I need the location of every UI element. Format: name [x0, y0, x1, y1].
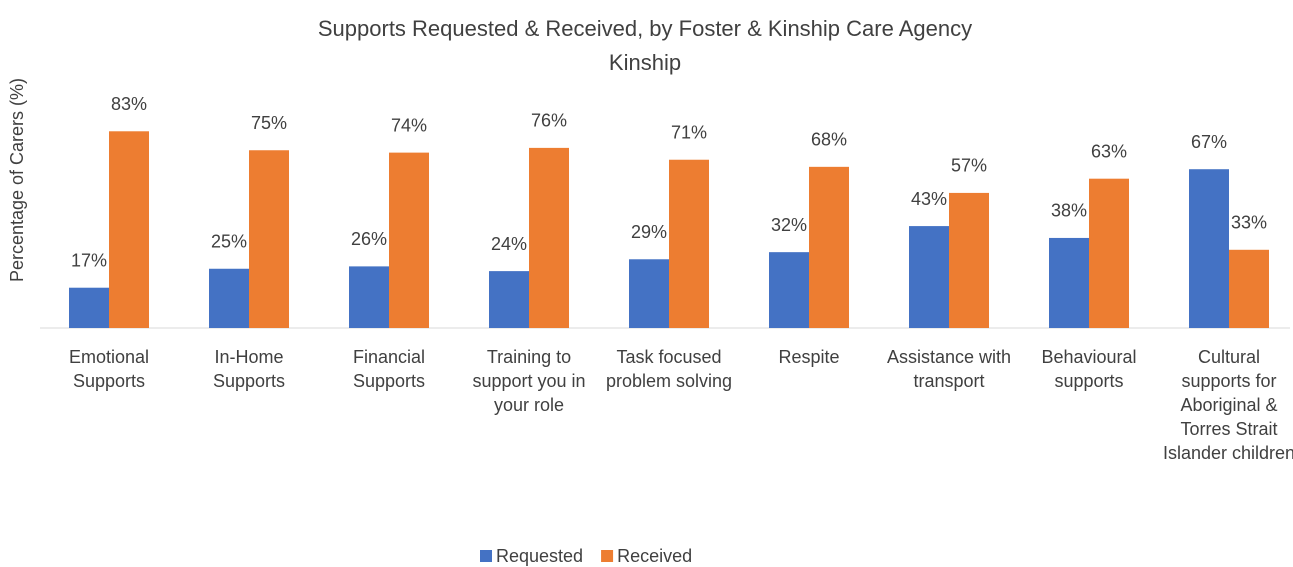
bar: [209, 268, 249, 328]
bar: [1089, 178, 1129, 328]
data-label: 29%: [631, 222, 667, 242]
x-tick-label: Cultural supports for Aboriginal & Torre…: [1162, 347, 1293, 463]
bar: [1229, 249, 1269, 328]
legend-swatch: [601, 550, 614, 562]
bar: [529, 147, 569, 328]
x-tick-label: Task focused problem solving: [605, 347, 733, 391]
x-tick-label: Assistance with transport: [886, 347, 1012, 391]
bar: [669, 159, 709, 328]
bar: [629, 259, 669, 328]
x-tick-label: Emotional Supports: [68, 347, 150, 391]
bar: [949, 192, 989, 328]
bar: [69, 287, 109, 328]
legend-label: Received: [617, 546, 692, 566]
bar: [809, 166, 849, 328]
chart-subtitle: Kinship: [609, 50, 681, 75]
bar: [769, 252, 809, 328]
bar: [249, 150, 289, 328]
data-label: 25%: [211, 232, 247, 252]
data-label: 26%: [351, 229, 387, 249]
bar: [109, 131, 149, 328]
data-label: 38%: [1051, 201, 1087, 221]
data-label: 67%: [1191, 132, 1227, 152]
legend-label: Requested: [496, 546, 583, 566]
legend-swatch: [480, 550, 492, 562]
data-label: 63%: [1091, 141, 1127, 161]
chart-title: Supports Requested & Received, by Foster…: [318, 16, 972, 41]
data-label: 75%: [251, 113, 287, 133]
data-label: 33%: [1231, 213, 1267, 233]
data-label: 57%: [951, 156, 987, 176]
x-tick-label: Behavioural supports: [1041, 347, 1137, 391]
data-label: 83%: [111, 94, 147, 114]
bar: [1049, 237, 1089, 328]
bar: [489, 271, 529, 328]
bar: [389, 152, 429, 328]
data-label: 43%: [911, 189, 947, 209]
data-label: 17%: [71, 250, 107, 270]
data-label: 32%: [771, 215, 807, 235]
x-tick-label: Training to support you in your role: [472, 347, 586, 415]
data-label: 71%: [671, 122, 707, 142]
bar: [349, 266, 389, 328]
x-tick-label: Respite: [778, 347, 840, 367]
y-axis-label: Percentage of Carers (%): [7, 78, 27, 282]
x-tick-label: Financial Supports: [352, 347, 426, 391]
data-label: 24%: [491, 234, 527, 254]
data-label: 76%: [531, 111, 567, 131]
data-label: 74%: [391, 115, 427, 135]
bar: [909, 226, 949, 328]
bar: [1189, 169, 1229, 328]
x-tick-label: In-Home Supports: [212, 347, 286, 391]
data-label: 68%: [811, 130, 847, 150]
